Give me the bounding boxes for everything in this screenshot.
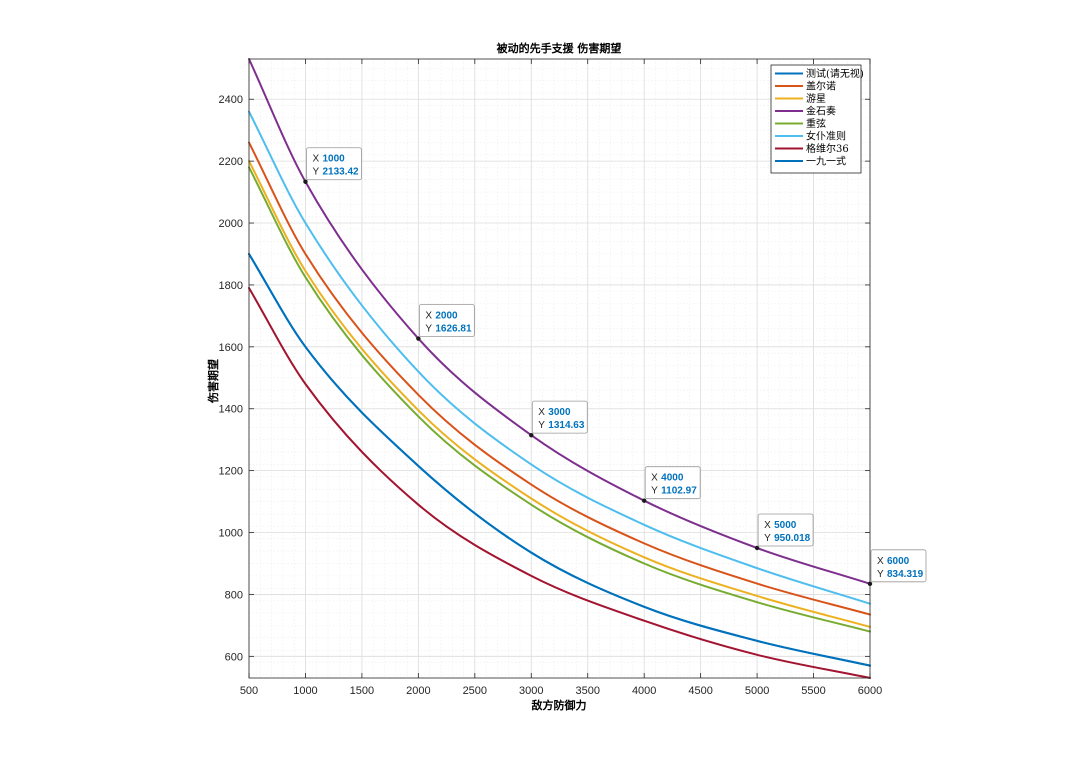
x-tick-label: 2500	[463, 685, 487, 697]
y-tick-label: 800	[225, 589, 243, 601]
datatip-box	[531, 400, 588, 434]
series-line-3	[248, 160, 871, 628]
legend-label: 格维尔36	[806, 142, 849, 155]
y-axis-label: 伤害期望	[206, 359, 220, 404]
datatip-y-value: 950.018	[774, 533, 811, 544]
datatip-y-value: 1314.63	[548, 420, 585, 431]
y-tick-label: 1000	[219, 528, 243, 540]
y-tick-label: 2400	[219, 94, 243, 106]
legend-item-1[interactable]: 测试(请无视)	[775, 67, 864, 80]
datatip-box	[418, 304, 475, 337]
series-line-1	[248, 252, 871, 667]
x-tick-label: 1000	[293, 685, 317, 697]
series-line-6	[248, 110, 871, 605]
chart-title: 被动的先手支援 伤害期望	[497, 41, 622, 55]
legend-item-2[interactable]: 盖尔诺	[775, 80, 836, 93]
datatip-x-value: 5000	[774, 520, 797, 531]
datatip-y-label: Y	[425, 324, 432, 335]
series-line-8	[248, 252, 871, 667]
legend-label: 盖尔诺	[806, 80, 836, 93]
series-line-5	[248, 166, 871, 633]
datatip-marker	[416, 336, 421, 341]
legend-label: 一九一式	[806, 155, 846, 168]
x-tick-label: 5500	[801, 685, 825, 697]
legend-item-6[interactable]: 女仆准则	[775, 130, 846, 143]
datatip-marker	[641, 498, 647, 503]
legend-label: 重弦	[806, 117, 826, 130]
datatip-box	[644, 466, 701, 500]
series-line-2	[248, 141, 871, 616]
legend-item-5[interactable]: 重弦	[775, 117, 826, 130]
datatip-x-label: X	[764, 520, 771, 531]
x-tick-label: 4500	[688, 685, 712, 697]
datatip-x-label: X	[538, 407, 545, 418]
y-tick-label: 1600	[219, 342, 243, 354]
legend-box	[770, 64, 862, 174]
datatip-y-label: Y	[764, 533, 771, 544]
series-lines	[248, 58, 871, 679]
x-tick-label: 3000	[519, 685, 543, 697]
legend-label: 女仆准则	[806, 130, 846, 143]
ticks: 500 1000 1500 2000 2500 3000 3500 4000 4500 5000 5…	[219, 59, 882, 697]
datatip-y-label: Y	[538, 420, 545, 431]
y-tick-label: 2000	[219, 218, 243, 230]
y-tick-label: 1200	[219, 466, 243, 478]
legend-item-7[interactable]: 格维尔36	[775, 142, 849, 155]
datatip-marker	[754, 545, 760, 551]
datatip-y-value: 2133.42	[322, 167, 359, 178]
x-tick-label: 2000	[406, 685, 430, 697]
datatip-x-label: X	[425, 311, 432, 322]
series-line-7	[248, 287, 871, 679]
datatip-box	[757, 513, 814, 547]
datatip-x-value: 3000	[548, 407, 571, 418]
y-tick-label: 2200	[219, 156, 243, 168]
y-tick-label: 1400	[219, 404, 243, 416]
datatip-y-value: 1102.97	[661, 486, 697, 497]
x-tick-label: 3500	[575, 685, 599, 697]
legend-label: 测试(请无视)	[806, 67, 864, 80]
x-tick-label: 500	[240, 685, 258, 697]
legend-item-3[interactable]: 游星	[775, 92, 826, 105]
axes-box	[248, 58, 871, 679]
datatip-y-label: Y	[877, 569, 884, 580]
datatip-marker	[303, 179, 308, 184]
datatip-x-value: 6000	[887, 556, 910, 567]
legend-item-4[interactable]: 金石奏	[775, 105, 836, 118]
x-tick-label: 1500	[350, 685, 374, 697]
y-tick-label: 1800	[219, 280, 243, 292]
legend-label: 金石奏	[806, 105, 836, 118]
x-tick-label: 4000	[632, 685, 656, 697]
datatip-box	[870, 549, 927, 583]
datatip-box	[306, 147, 362, 181]
datatip-x-value: 4000	[661, 473, 684, 484]
x-axis-label: 敌方防御力	[532, 698, 587, 712]
x-tick-label: 5000	[745, 685, 769, 697]
datatip-x-value: 1000	[322, 154, 345, 165]
datatip-marker	[867, 581, 873, 587]
legend-label: 游星	[806, 92, 826, 105]
datatip-x-label: X	[651, 473, 658, 484]
datatip-y-label: Y	[312, 167, 319, 178]
datatip-y-value: 834.319	[887, 569, 924, 580]
legend-item-8[interactable]: 一九一式	[775, 155, 846, 168]
datatip-x-label: X	[877, 556, 884, 567]
datatip-x-value: 2000	[435, 311, 458, 322]
datatip-marker	[529, 432, 534, 438]
x-tick-label: 6000	[858, 685, 882, 697]
datatip-x-label: X	[312, 154, 319, 165]
y-tick-label: 600	[225, 651, 243, 663]
datatip-y-value: 1626.81	[435, 324, 472, 335]
datatip-y-label: Y	[651, 486, 658, 497]
